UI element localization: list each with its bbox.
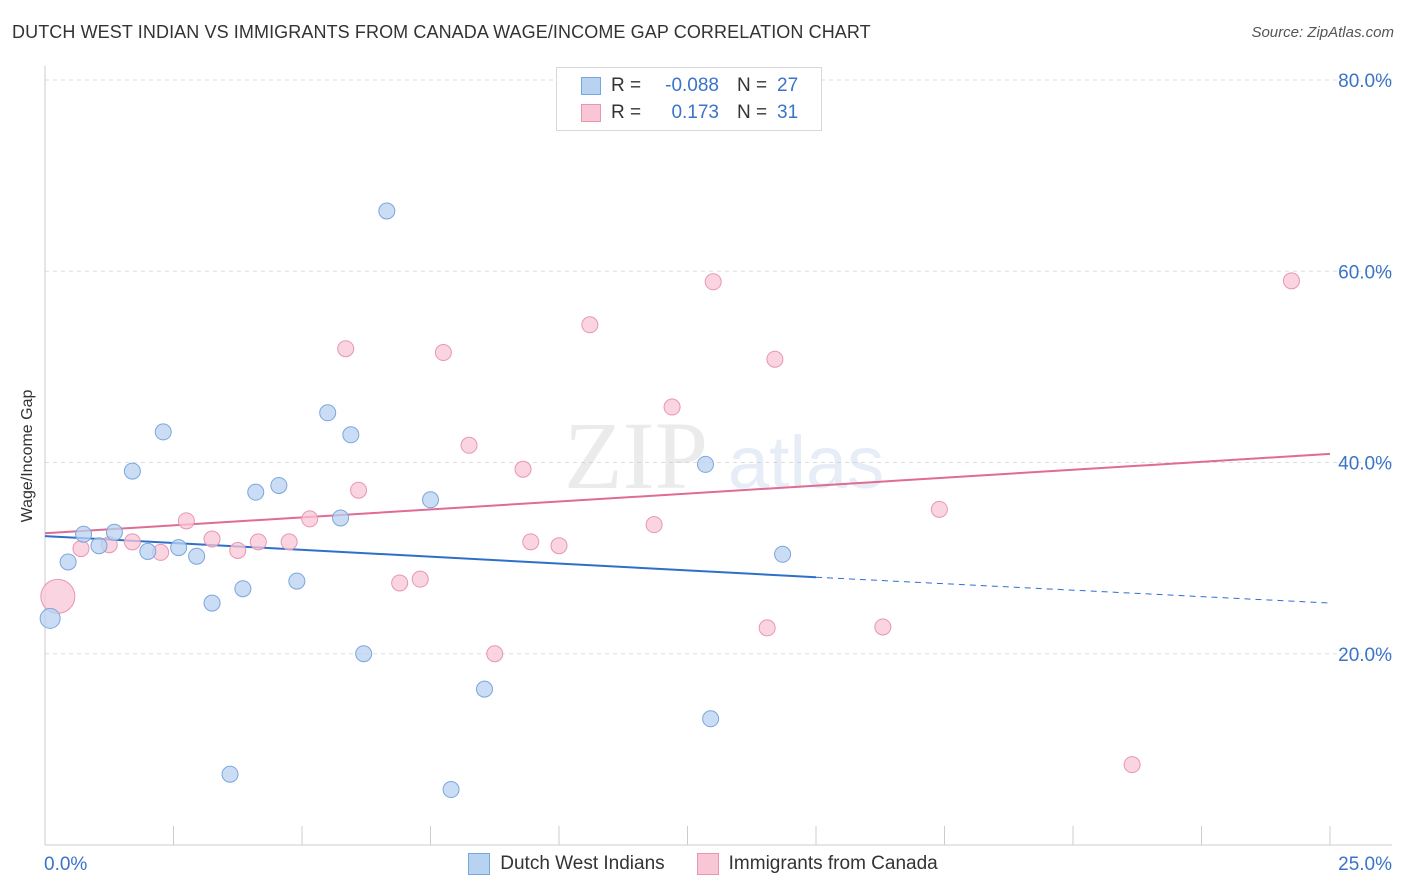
point-dutch xyxy=(123,462,141,480)
point-canada xyxy=(229,541,247,559)
y-tick-label: 20.0% xyxy=(1338,645,1392,666)
series-legend: Dutch West Indians Immigrants from Canad… xyxy=(0,850,1406,878)
point-dutch xyxy=(378,202,396,220)
legend-n-value: 27 xyxy=(777,75,799,96)
legend-r-value: 0.173 xyxy=(671,102,719,123)
point-canada xyxy=(704,273,722,291)
point-canada xyxy=(874,618,892,636)
watermark-zip: ZIP xyxy=(564,402,708,509)
point-dutch xyxy=(332,509,350,527)
point-dutch xyxy=(203,594,221,612)
legend-swatch-blue xyxy=(581,77,601,95)
point-canada xyxy=(663,398,681,416)
tick-labels: 20.0% 40.0% 60.0% 80.0% 0.0% 25.0% xyxy=(44,71,1392,875)
legend-r-label: R = xyxy=(611,102,642,123)
point-canada xyxy=(391,574,409,592)
point-canada xyxy=(766,350,784,368)
chart-title: DUTCH WEST INDIAN VS IMMIGRANTS FROM CAN… xyxy=(12,22,871,42)
point-dutch xyxy=(170,539,188,557)
grid-lines xyxy=(45,79,1392,655)
point-canada xyxy=(514,460,532,478)
legend-n-label: N = xyxy=(737,75,768,96)
point-dutch xyxy=(702,710,720,728)
point-canada xyxy=(350,481,368,499)
legend-item-canada[interactable]: Immigrants from Canada xyxy=(696,853,938,875)
point-dutch xyxy=(75,525,93,543)
point-canada xyxy=(486,645,504,663)
point-dutch xyxy=(39,607,61,629)
point-canada xyxy=(40,578,76,614)
point-dutch xyxy=(90,537,108,555)
point-canada xyxy=(1282,272,1300,290)
point-dutch xyxy=(442,781,460,799)
point-canada xyxy=(301,510,319,528)
point-dutch xyxy=(288,572,306,590)
source-label: Source: ZipAtlas.com xyxy=(1251,24,1394,41)
correlation-legend: R = -0.088 N = 27 R = 0.173 N = 31 xyxy=(556,67,822,131)
point-dutch xyxy=(154,423,172,441)
x-tick-label: 0.0% xyxy=(44,854,87,875)
trend-line-canada xyxy=(44,452,1331,535)
legend-swatch-pink xyxy=(581,104,601,122)
legend-label-canada: Immigrants from Canada xyxy=(728,853,938,874)
point-canada xyxy=(522,533,540,551)
legend-r-value: -0.088 xyxy=(665,75,719,96)
legend-item-dutch[interactable]: Dutch West Indians xyxy=(468,853,665,875)
point-dutch xyxy=(422,491,439,509)
point-canada xyxy=(434,344,452,362)
x-tick-label: 25.0% xyxy=(1338,854,1392,875)
point-dutch xyxy=(188,547,206,565)
point-dutch xyxy=(247,483,265,501)
legend-n-value: 31 xyxy=(777,102,799,123)
point-canada xyxy=(177,512,195,530)
trend-line-dutch-extrapolated xyxy=(815,576,1331,604)
point-canada xyxy=(550,537,568,555)
legend-r-label: R = xyxy=(611,75,642,96)
y-tick-label: 60.0% xyxy=(1338,262,1392,283)
legend-n-label: N = xyxy=(737,102,768,123)
point-canada xyxy=(581,316,599,334)
legend-swatch-blue xyxy=(468,853,491,875)
point-canada xyxy=(758,619,776,637)
legend-row-canada: R = 0.173 N = 31 xyxy=(581,100,798,126)
y-tick-label: 40.0% xyxy=(1338,454,1392,475)
point-dutch xyxy=(319,404,337,422)
y-tick-label: 80.0% xyxy=(1338,71,1392,92)
point-dutch xyxy=(139,542,157,560)
point-canada xyxy=(645,516,663,534)
point-dutch xyxy=(355,645,373,663)
watermark-atlas: atlas xyxy=(728,421,884,504)
point-dutch xyxy=(696,455,714,473)
axes xyxy=(44,66,1392,846)
point-canada xyxy=(249,533,267,551)
point-canada xyxy=(280,533,298,551)
point-canada xyxy=(123,533,141,551)
point-canada xyxy=(337,340,355,358)
legend-row-dutch: R = -0.088 N = 27 xyxy=(581,73,798,99)
point-canada xyxy=(72,540,90,558)
point-dutch xyxy=(234,580,252,598)
point-canada xyxy=(460,436,478,454)
legend-swatch-pink xyxy=(696,853,719,875)
point-dutch xyxy=(105,523,123,541)
point-canada xyxy=(411,570,429,588)
point-dutch xyxy=(342,426,360,444)
point-canada xyxy=(1123,756,1141,774)
point-dutch xyxy=(59,553,77,571)
data-points xyxy=(39,202,1300,799)
watermark: ZIP atlas xyxy=(564,402,884,509)
point-dutch xyxy=(475,680,493,698)
point-canada xyxy=(930,500,948,518)
point-dutch xyxy=(221,765,239,783)
point-dutch xyxy=(270,476,288,494)
point-dutch xyxy=(774,545,792,563)
legend-label-dutch: Dutch West Indians xyxy=(500,853,665,874)
point-canada xyxy=(203,530,221,548)
